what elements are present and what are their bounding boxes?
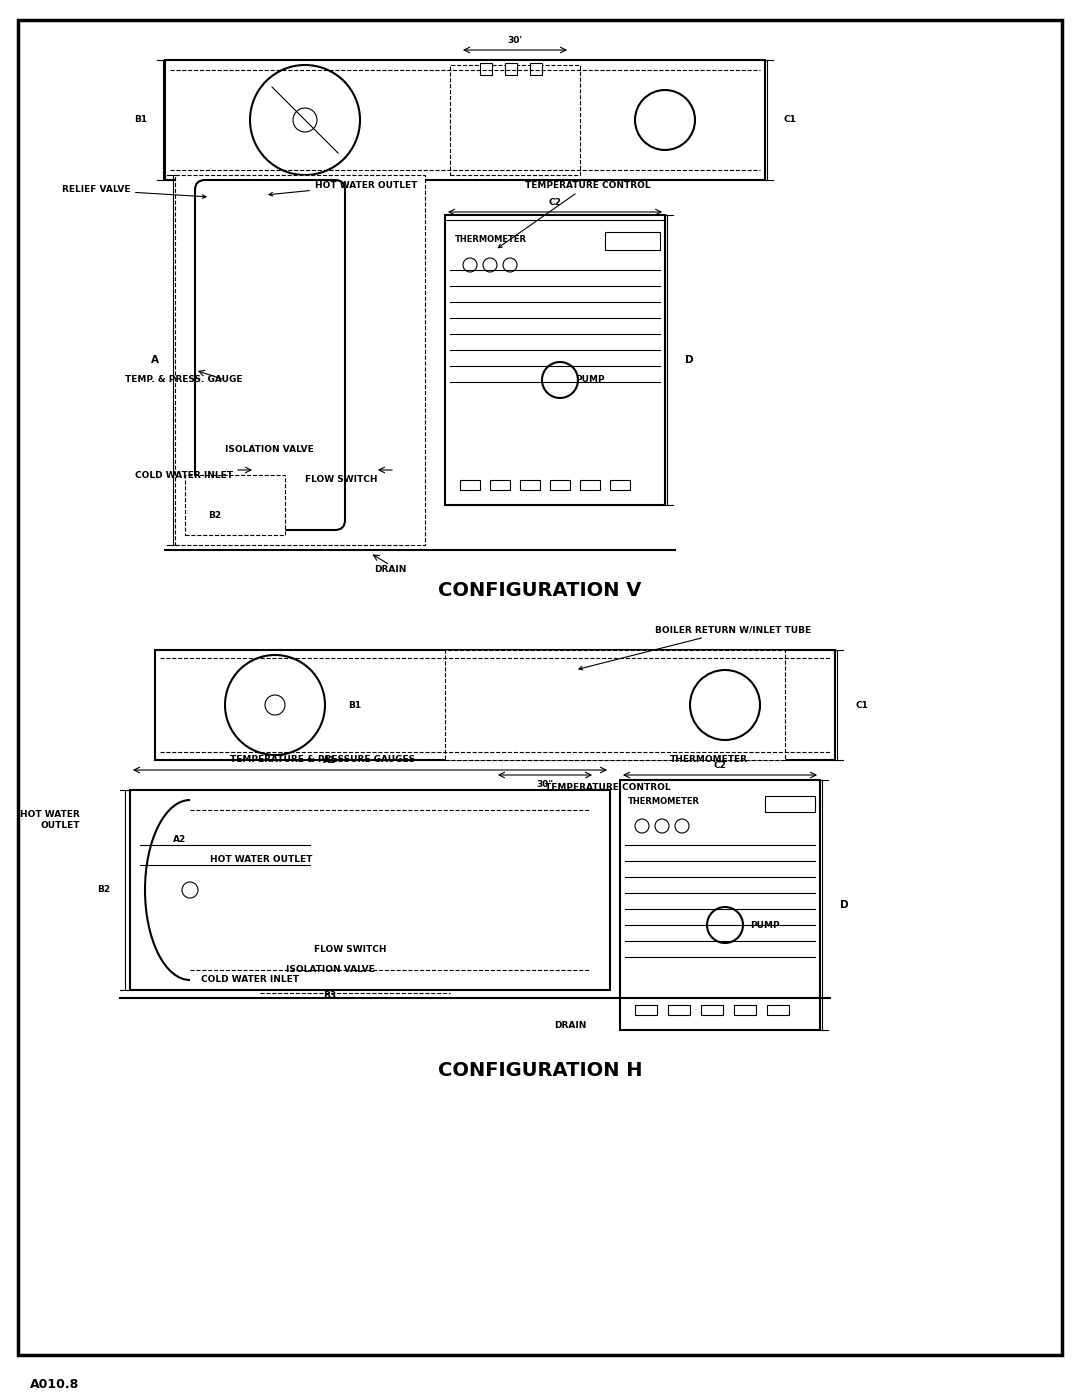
- Bar: [519, 481, 540, 490]
- Bar: [445, 215, 665, 504]
- Circle shape: [249, 66, 360, 175]
- Text: COLD WATER INLET: COLD WATER INLET: [201, 975, 299, 985]
- Text: DRAIN: DRAIN: [554, 1020, 586, 1030]
- Text: TEMPERATURE CONTROL: TEMPERATURE CONTROL: [498, 180, 650, 247]
- Text: D: D: [840, 900, 849, 909]
- Text: PUMP: PUMP: [750, 921, 780, 929]
- Text: PUMP: PUMP: [575, 376, 605, 384]
- Bar: [130, 789, 610, 990]
- Text: TEMPERATURE CONTROL: TEMPERATURE CONTROL: [545, 784, 671, 792]
- Circle shape: [183, 882, 198, 898]
- Bar: [550, 481, 570, 490]
- Bar: [635, 1004, 657, 1016]
- Bar: [490, 481, 510, 490]
- Circle shape: [293, 108, 318, 131]
- Text: RELIEF VALVE: RELIEF VALVE: [62, 186, 206, 198]
- Text: HOT WATER
OUTLET: HOT WATER OUTLET: [21, 810, 80, 830]
- Circle shape: [225, 655, 325, 754]
- Bar: [669, 1004, 690, 1016]
- Text: B2: B2: [208, 510, 221, 520]
- Circle shape: [690, 671, 760, 740]
- Bar: [460, 481, 480, 490]
- Text: A1: A1: [323, 756, 337, 766]
- Bar: [610, 481, 630, 490]
- Text: HOT WATER OUTLET: HOT WATER OUTLET: [269, 180, 417, 196]
- Text: B1: B1: [349, 700, 362, 710]
- Bar: [734, 1004, 756, 1016]
- Circle shape: [483, 258, 497, 272]
- Text: TEMPERATURE & PRESSURE GAUGES: TEMPERATURE & PRESSURE GAUGES: [230, 756, 415, 764]
- Circle shape: [635, 819, 649, 833]
- Text: B2: B2: [97, 886, 110, 894]
- Bar: [185, 475, 285, 535]
- Text: B3: B3: [323, 990, 337, 999]
- Circle shape: [463, 258, 477, 272]
- Text: A010.8: A010.8: [30, 1379, 79, 1391]
- FancyBboxPatch shape: [195, 180, 345, 529]
- Bar: [620, 780, 820, 1030]
- Bar: [450, 66, 580, 175]
- Text: THERMOMETER: THERMOMETER: [455, 236, 527, 244]
- Text: A2: A2: [174, 835, 187, 845]
- Text: FLOW SWITCH: FLOW SWITCH: [305, 475, 378, 485]
- Text: BOILER RETURN W/INLET TUBE: BOILER RETURN W/INLET TUBE: [579, 626, 811, 671]
- Text: D: D: [685, 355, 693, 365]
- Bar: [767, 1004, 789, 1016]
- Text: CONFIGURATION V: CONFIGURATION V: [438, 581, 642, 599]
- Bar: [480, 63, 492, 75]
- Text: B1: B1: [134, 116, 147, 124]
- Text: C1: C1: [855, 700, 868, 710]
- Bar: [701, 1004, 723, 1016]
- Bar: [156, 650, 835, 760]
- Text: C1: C1: [783, 116, 796, 124]
- Circle shape: [707, 907, 743, 943]
- Text: ISOLATION VALVE: ISOLATION VALVE: [225, 446, 314, 454]
- Text: FLOW SWITCH: FLOW SWITCH: [314, 946, 387, 954]
- Text: DRAIN: DRAIN: [374, 566, 406, 574]
- Text: HOT WATER OUTLET: HOT WATER OUTLET: [210, 855, 312, 865]
- Text: COLD WATER INLET: COLD WATER INLET: [135, 471, 233, 479]
- Circle shape: [503, 258, 517, 272]
- Text: 30": 30": [537, 780, 554, 789]
- Circle shape: [675, 819, 689, 833]
- Circle shape: [265, 694, 285, 715]
- Circle shape: [542, 362, 578, 398]
- Text: A: A: [151, 355, 159, 365]
- Bar: [530, 63, 542, 75]
- Circle shape: [654, 819, 669, 833]
- Text: C2: C2: [714, 761, 727, 770]
- Text: 30': 30': [508, 36, 523, 45]
- Text: C2: C2: [549, 198, 562, 207]
- Bar: [505, 63, 517, 75]
- Bar: [175, 175, 426, 545]
- Bar: [580, 481, 600, 490]
- Text: TEMP. & PRESS. GAUGE: TEMP. & PRESS. GAUGE: [125, 376, 243, 384]
- Bar: [765, 796, 815, 812]
- Circle shape: [635, 89, 696, 149]
- Text: CONFIGURATION H: CONFIGURATION H: [437, 1060, 643, 1080]
- Bar: [605, 232, 660, 250]
- Bar: [165, 60, 765, 180]
- Text: THERMOMETER: THERMOMETER: [670, 756, 748, 764]
- Bar: [445, 650, 785, 760]
- Text: ISOLATION VALVE: ISOLATION VALVE: [285, 965, 375, 975]
- Text: THERMOMETER: THERMOMETER: [627, 798, 700, 806]
